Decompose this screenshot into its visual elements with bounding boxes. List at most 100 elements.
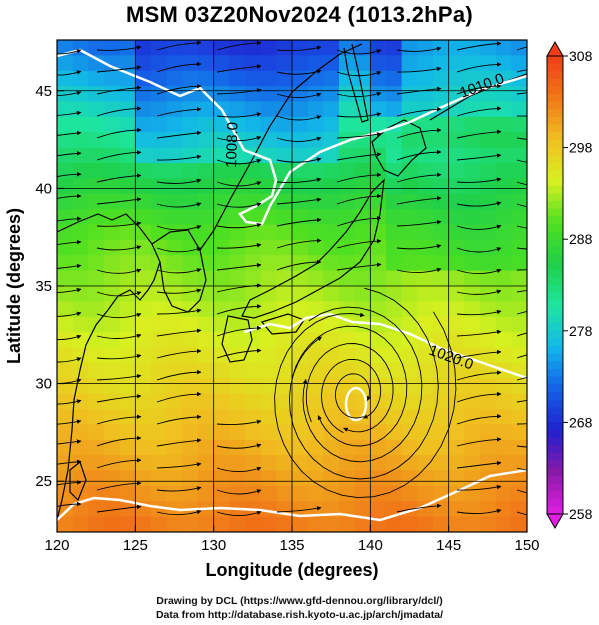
heatmap-cell	[433, 286, 450, 302]
heatmap-cell	[213, 485, 230, 502]
heatmap-cell	[245, 424, 262, 441]
heatmap-cell	[480, 424, 497, 441]
heatmap-cell	[448, 116, 465, 133]
heatmap-cell	[511, 224, 527, 241]
streamline	[456, 289, 502, 295]
heatmap-cell	[401, 424, 418, 441]
streamline	[156, 509, 202, 516]
heatmap-cell	[433, 132, 450, 149]
heatmap-cell	[119, 255, 136, 272]
heatmap-cell	[276, 362, 293, 379]
heatmap-cell	[480, 178, 497, 195]
streamline	[516, 69, 527, 73]
heatmap-cell	[292, 470, 309, 487]
heatmap-cell	[339, 470, 356, 487]
heatmap-cell	[339, 163, 356, 179]
heatmap-cell	[448, 147, 465, 164]
heatmap-cell	[292, 224, 309, 241]
heatmap-cell	[292, 455, 309, 472]
heatmap-cell	[72, 516, 89, 532]
heatmap-cell	[57, 270, 74, 287]
streamline	[216, 135, 262, 142]
heatmap-cell	[119, 362, 136, 379]
streamline	[156, 83, 202, 95]
heatmap-cell	[104, 439, 121, 456]
colorbar-segment	[547, 246, 563, 256]
heatmap-cell	[57, 132, 74, 149]
heatmap-cell	[229, 439, 246, 456]
heatmap-cell	[323, 147, 340, 164]
heatmap-cell	[88, 378, 105, 395]
colorbar-segment	[547, 315, 563, 324]
heatmap-cell	[213, 178, 230, 195]
heatmap-cell	[386, 362, 403, 379]
heatmap-cell	[354, 439, 371, 456]
heatmap-cell	[88, 116, 105, 133]
streamline	[216, 443, 262, 449]
heatmap-cell	[276, 378, 293, 395]
streamline	[57, 193, 82, 199]
heatmap-cell	[198, 132, 215, 149]
streamline	[96, 221, 142, 227]
heatmap-cell	[198, 470, 215, 487]
heatmap-cell	[448, 439, 465, 456]
heatmap-cell	[151, 40, 168, 56]
heatmap-cell	[213, 362, 230, 379]
heatmap-cell	[433, 86, 450, 103]
heatmap-cell	[417, 270, 434, 287]
heatmap-cell	[260, 439, 277, 456]
streamline	[516, 354, 527, 359]
heatmap-cell	[464, 193, 481, 210]
heatmap-cell	[276, 485, 293, 502]
streamline	[396, 46, 442, 52]
streamline	[276, 92, 322, 98]
heatmap-cell	[495, 301, 512, 318]
streamline	[96, 354, 142, 360]
heatmap-cell	[260, 301, 277, 318]
heatmap-cell	[480, 55, 497, 72]
heatmap-cell	[57, 332, 74, 349]
streamline	[396, 196, 442, 205]
heatmap-cell	[370, 485, 387, 502]
y-axis-ticks: 25 30 35 40 45	[35, 83, 64, 490]
heatmap-cell	[166, 116, 183, 133]
heatmap-cell	[260, 455, 277, 472]
heatmap-cell	[72, 178, 89, 195]
heatmap-cell	[307, 332, 324, 349]
streamline	[156, 154, 202, 161]
heatmap-cell	[213, 424, 230, 441]
heatmap-cell	[401, 270, 418, 287]
heatmap-cell	[386, 347, 403, 364]
heatmap-cell	[495, 239, 512, 256]
streamline	[96, 393, 142, 403]
colorbar-segment	[547, 170, 563, 179]
y-tick-label: 25	[35, 473, 52, 490]
streamline	[516, 376, 527, 381]
heatmap-cell	[307, 255, 324, 272]
heatmap-cell	[229, 455, 246, 472]
heatmap-cell	[88, 101, 105, 118]
streamline	[288, 287, 439, 480]
heatmap-cell	[323, 347, 340, 364]
streamline	[456, 129, 502, 139]
heatmap-cell	[72, 132, 89, 149]
colorbar-segment	[547, 71, 563, 80]
heatmap-cell	[213, 116, 230, 133]
heatmap-cell	[386, 86, 403, 103]
heatmap-cell	[433, 501, 450, 518]
heatmap-cell	[276, 101, 293, 118]
colorbar-segment	[547, 330, 563, 340]
heatmap-cell	[386, 132, 403, 149]
heatmap-cell	[72, 470, 89, 487]
heatmap-cell	[57, 178, 74, 195]
heatmap-cell	[323, 255, 340, 272]
heatmap-cell	[307, 116, 324, 133]
colorbar-segment	[547, 109, 563, 118]
colorbar-segment	[547, 338, 563, 347]
heatmap-cell	[182, 40, 199, 56]
streamline	[57, 439, 82, 445]
heatmap-cell	[433, 409, 450, 425]
heatmap-cell	[151, 470, 168, 487]
heatmap-cell	[88, 224, 105, 241]
heatmap-cell	[166, 163, 183, 179]
